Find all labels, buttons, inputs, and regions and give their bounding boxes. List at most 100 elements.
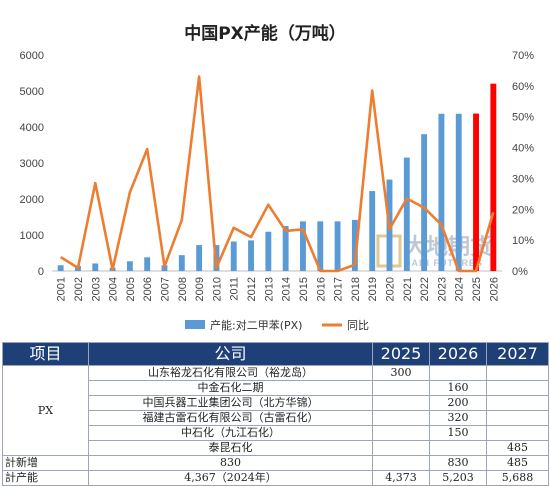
company-cell: 中国兵器工业集团公司（北方华锦） bbox=[88, 395, 373, 411]
bar bbox=[178, 255, 185, 271]
bar bbox=[438, 113, 445, 272]
x-tick-label: 2001 bbox=[56, 277, 68, 301]
value-2025 bbox=[372, 425, 430, 441]
value-2027 bbox=[486, 395, 549, 411]
x-tick-label: 2014 bbox=[281, 277, 293, 301]
total-2025: 4,373 bbox=[372, 470, 430, 486]
px-capacity-chart: 中国PX产能（万吨） 大地期货 DADI FUTURES 01000200030… bbox=[20, 23, 535, 332]
table-row: PX 山东裕龙石化有限公司（裕龙岛） 300 bbox=[2, 365, 549, 456]
bar bbox=[248, 240, 254, 271]
chart-svg: 中国PX产能（万吨） 大地期货 DADI FUTURES 01000200030… bbox=[20, 23, 535, 332]
bar bbox=[403, 157, 410, 271]
value-2026: 320 bbox=[429, 410, 487, 426]
total-2026: 5,203 bbox=[429, 470, 487, 486]
x-tick-label: 2003 bbox=[90, 277, 102, 301]
bar bbox=[421, 134, 428, 271]
total-company: 830 bbox=[88, 455, 373, 471]
x-tick-label: 2004 bbox=[108, 277, 120, 301]
value-2027 bbox=[486, 365, 549, 381]
company-cell: 福建古雷石化有限公司（古雷石化） bbox=[88, 410, 373, 426]
table-row: 中石化（九江石化） 150 bbox=[3, 425, 549, 441]
bar bbox=[92, 263, 99, 271]
category-cell: PX bbox=[2, 365, 89, 456]
x-tick-label: 2020 bbox=[385, 277, 397, 301]
x-tick-label: 2012 bbox=[246, 277, 258, 301]
value-2027 bbox=[486, 425, 549, 441]
y-right-tick-label: 30% bbox=[512, 173, 534, 185]
value-2025 bbox=[372, 395, 430, 411]
x-tick-label: 2002 bbox=[73, 277, 85, 301]
x-tick-label: 2025 bbox=[471, 277, 483, 301]
x-tick-label: 2010 bbox=[211, 277, 223, 301]
yoy-line bbox=[60, 75, 495, 273]
bar bbox=[126, 261, 133, 271]
value-2026: 150 bbox=[429, 425, 487, 441]
header-2026: 2026 bbox=[429, 342, 487, 366]
value-2025: 300 bbox=[372, 365, 430, 381]
total-2025 bbox=[372, 455, 430, 471]
total-2027: 485 bbox=[486, 455, 549, 471]
chart-title: 中国PX产能（万吨） bbox=[184, 23, 346, 44]
value-2027 bbox=[486, 410, 549, 426]
company-cell: 中石化（九江石化） bbox=[88, 425, 373, 441]
x-tick-label: 2011 bbox=[229, 277, 241, 301]
total-2026: 830 bbox=[429, 455, 487, 471]
y-left-tick-label: 5000 bbox=[20, 86, 44, 98]
x-tick-label: 2018 bbox=[350, 277, 362, 301]
company-cell: 山东裕龙石化有限公司（裕龙岛） bbox=[88, 365, 373, 381]
header-2027: 2027 bbox=[486, 342, 549, 366]
total-capacity-row: 計产能 4,367（2024年） 4,373 5,203 5,688 bbox=[2, 470, 549, 486]
x-tick-label: 2013 bbox=[263, 277, 275, 301]
y-left-tick-label: 3000 bbox=[20, 158, 44, 170]
value-2026: 200 bbox=[429, 395, 487, 411]
x-tick-label: 2021 bbox=[402, 277, 414, 301]
y-left-tick-label: 2000 bbox=[20, 194, 44, 206]
bar bbox=[282, 226, 289, 271]
bar bbox=[57, 265, 64, 271]
value-2025 bbox=[372, 410, 430, 426]
header-item: 项目 bbox=[2, 342, 89, 366]
bar bbox=[161, 265, 168, 271]
y-left-tick-label: 6000 bbox=[20, 50, 44, 62]
y-right-tick-label: 20% bbox=[512, 204, 534, 216]
x-tick-label: 2006 bbox=[142, 277, 154, 301]
total-new-row: 計新增 830 830 485 bbox=[2, 455, 549, 471]
x-tick-label: 2008 bbox=[177, 277, 189, 301]
bar bbox=[351, 219, 358, 271]
bar bbox=[230, 241, 237, 271]
y-left-tick-label: 4000 bbox=[20, 122, 44, 134]
x-tick-label: 2016 bbox=[315, 277, 327, 301]
x-tick-label: 2024 bbox=[454, 277, 466, 301]
value-2025 bbox=[372, 380, 430, 396]
y-right-tick-label: 50% bbox=[512, 112, 534, 124]
bar bbox=[265, 231, 272, 271]
bar bbox=[334, 221, 341, 271]
bar bbox=[455, 113, 462, 272]
plot-layer: 0 1000 2000 3000 4000 5000 6000 0% 10% 20% 30% 40% 5… bbox=[20, 50, 535, 332]
x-tick-label: 2007 bbox=[160, 277, 172, 301]
y-right-tick-label: 0% bbox=[512, 266, 528, 278]
total-company: 4,367（2024年） bbox=[88, 470, 373, 486]
x-tick-label: 2017 bbox=[333, 277, 345, 301]
table-row: 福建古雷石化有限公司（古雷石化） 320 bbox=[3, 410, 549, 426]
bar bbox=[300, 221, 306, 271]
y-right-tick-label: 40% bbox=[512, 143, 534, 155]
value-2027 bbox=[486, 380, 549, 396]
header-company: 公司 bbox=[88, 342, 373, 366]
company-cell: 泰昆石化 bbox=[88, 440, 373, 456]
x-tick-label: 2022 bbox=[419, 277, 431, 301]
y-right-tick-label: 70% bbox=[512, 50, 534, 62]
x-tick-label: 2023 bbox=[436, 277, 448, 301]
x-tick-label: 2015 bbox=[298, 277, 310, 301]
value-2026 bbox=[429, 440, 487, 456]
total-2027: 5,688 bbox=[486, 470, 549, 486]
legend-bar-swatch bbox=[185, 320, 205, 329]
value-2026 bbox=[429, 365, 487, 381]
table-header-row: 项目 公司 2025 2026 2027 bbox=[2, 342, 549, 366]
y-left-tick-label: 0 bbox=[38, 266, 44, 278]
y-right-tick-label: 10% bbox=[512, 235, 534, 247]
value-2026: 160 bbox=[429, 380, 487, 396]
value-2025 bbox=[372, 440, 430, 456]
bar bbox=[317, 221, 324, 271]
x-tick-label: 2026 bbox=[488, 277, 500, 301]
